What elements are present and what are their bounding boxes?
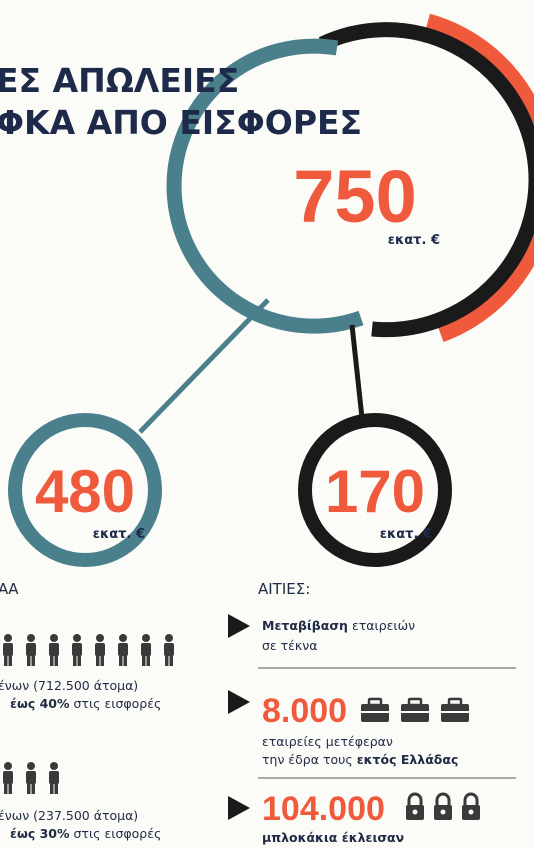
people-row <box>3 762 59 794</box>
title-line: ΕΣ ΑΠΩΛΕΙΕΣ <box>0 61 239 100</box>
cause-text: μπλοκάκια έκλεισαν <box>262 830 404 845</box>
cause-rest: την έδρα τους <box>262 752 353 767</box>
left-value: 480 <box>35 458 135 525</box>
people-row <box>3 634 174 666</box>
title-line: ΦΚΑ ΑΠΟ ΕΙΣΦΟΡΕΣ <box>0 103 362 142</box>
cause-number: 104.000 <box>262 790 385 828</box>
cause-text: εταιρείες μετέφεραν <box>262 734 393 749</box>
causes-heading: ΑΙΤΙΕΣ: <box>258 580 310 598</box>
cause-text: Μεταβίβαση εταιρειών <box>262 618 415 633</box>
group-text: έως 40% στις εισφορές <box>10 696 161 711</box>
right-value: 170 <box>325 458 425 525</box>
cause-text: σε τέκνα <box>262 638 318 653</box>
group-rest: στις εισφορές <box>74 696 162 711</box>
group-bold: έως 40% <box>10 696 70 711</box>
left-heading: ΑΑ <box>0 580 19 598</box>
cause-bold: εκτός Ελλάδας <box>357 752 459 767</box>
group-text: ένων (712.500 άτομα) <box>0 678 138 693</box>
group-text: έως 30% στις εισφορές <box>10 826 161 841</box>
group-bold: έως 30% <box>10 826 70 841</box>
right-unit: εκατ. € <box>380 527 432 542</box>
group-text: ένων (237.500 άτομα) <box>0 808 138 823</box>
group-rest: στις εισφορές <box>74 826 162 841</box>
pointers <box>228 614 250 820</box>
left-unit: εκατ. € <box>93 527 145 542</box>
locks <box>406 794 480 820</box>
total-unit: εκατ. € <box>388 233 440 248</box>
black-connector <box>352 325 362 418</box>
cause-rest: εταιρειών <box>352 618 415 633</box>
teal-connector <box>140 300 268 432</box>
cause-text: την έδρα τους εκτός Ελλάδας <box>262 752 458 767</box>
briefcases <box>361 699 469 722</box>
cause-number: 8.000 <box>262 692 347 730</box>
total-value: 750 <box>293 155 416 238</box>
infographic: ΕΣ ΑΠΩΛΕΙΕΣ ΦΚΑ ΑΠΟ ΕΙΣΦΟΡΕΣ 750 εκατ. €… <box>0 0 534 848</box>
cause-bold: Μεταβίβαση <box>262 618 348 633</box>
